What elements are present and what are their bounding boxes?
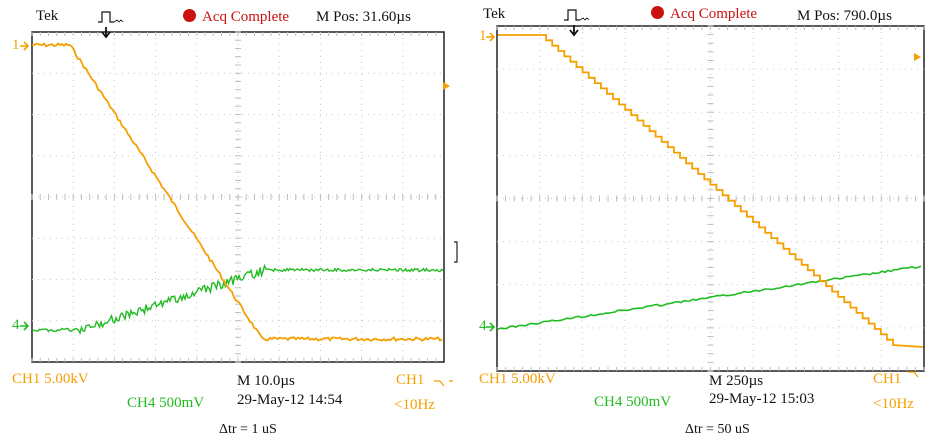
left-trigger-slope-icon bbox=[434, 380, 445, 387]
right-trigger-source: CH1 bbox=[873, 371, 902, 387]
right-ch1-waveform bbox=[498, 34, 924, 348]
left-trigger-level-arrow bbox=[443, 82, 450, 90]
left-ch4-waveform bbox=[31, 263, 444, 336]
right-timebase: M 250µs bbox=[709, 373, 764, 389]
left-caption: Δtr = 1 uS bbox=[219, 422, 277, 437]
right-ch4-scale: CH4 500mV bbox=[594, 394, 672, 410]
right-trigger-rate: <10Hz bbox=[873, 396, 914, 412]
right-ch1-scale: CH1 5.00kV bbox=[479, 371, 556, 387]
left-graticule-grid bbox=[31, 31, 444, 363]
right-ch4-ground-arrow bbox=[486, 322, 496, 332]
left-trigger-source: CH1 bbox=[396, 372, 425, 388]
right-ch4-marker: 4 bbox=[479, 318, 487, 334]
right-trigger-glyph bbox=[564, 9, 590, 21]
left-ch4-scale: CH4 500mV bbox=[127, 395, 205, 411]
left-datetime: 29-May-12 14:54 bbox=[237, 392, 343, 408]
right-caption: Δtr = 50 uS bbox=[685, 422, 750, 437]
left-ch1-waveform bbox=[31, 42, 443, 343]
left-ch1-marker: 1 bbox=[12, 37, 20, 53]
left-brand-label: Tek bbox=[36, 8, 59, 24]
right-ch4-waveform bbox=[497, 265, 922, 330]
right-acq-dot bbox=[651, 6, 664, 19]
right-trigger-slope-icon bbox=[908, 371, 919, 378]
left-ch1-ground-arrow bbox=[20, 41, 30, 51]
left-acq-dot bbox=[183, 9, 196, 22]
left-ch4-ground-arrow bbox=[20, 321, 30, 331]
right-trigger-position-arrow bbox=[569, 25, 579, 37]
right-graticule-grid bbox=[496, 25, 925, 372]
left-ch4-marker: 4 bbox=[12, 317, 20, 333]
left-acq-status: Acq Complete bbox=[183, 9, 289, 26]
left-ch1-scale: CH1 5.00kV bbox=[12, 371, 89, 387]
left-acq-status-text: Acq Complete bbox=[202, 9, 290, 25]
left-scope-screen bbox=[20, 11, 458, 387]
right-acq-status: Acq Complete bbox=[651, 6, 757, 23]
left-trigger-rate: <10Hz bbox=[394, 397, 435, 413]
right-mpos-readout: M Pos: 790.0µs bbox=[797, 8, 892, 24]
left-right-bracket bbox=[454, 241, 458, 263]
right-brand-label: Tek bbox=[483, 6, 506, 22]
right-acq-status-text: Acq Complete bbox=[670, 6, 758, 22]
right-datetime: 29-May-12 15:03 bbox=[709, 391, 815, 407]
left-trigger-glyph bbox=[98, 11, 124, 23]
left-mpos-readout: M Pos: 31.60µs bbox=[316, 9, 411, 25]
right-ch1-ground-arrow bbox=[486, 32, 496, 42]
left-trigger-position-arrow bbox=[101, 27, 111, 39]
left-scope-panel: Tek Acq Complete M Pos: 31.60µs 1 4 CH1 … bbox=[0, 0, 462, 441]
right-trigger-level-arrow bbox=[914, 53, 921, 61]
left-timebase: M 10.0µs bbox=[237, 373, 295, 389]
right-ch1-marker: 1 bbox=[479, 28, 487, 44]
